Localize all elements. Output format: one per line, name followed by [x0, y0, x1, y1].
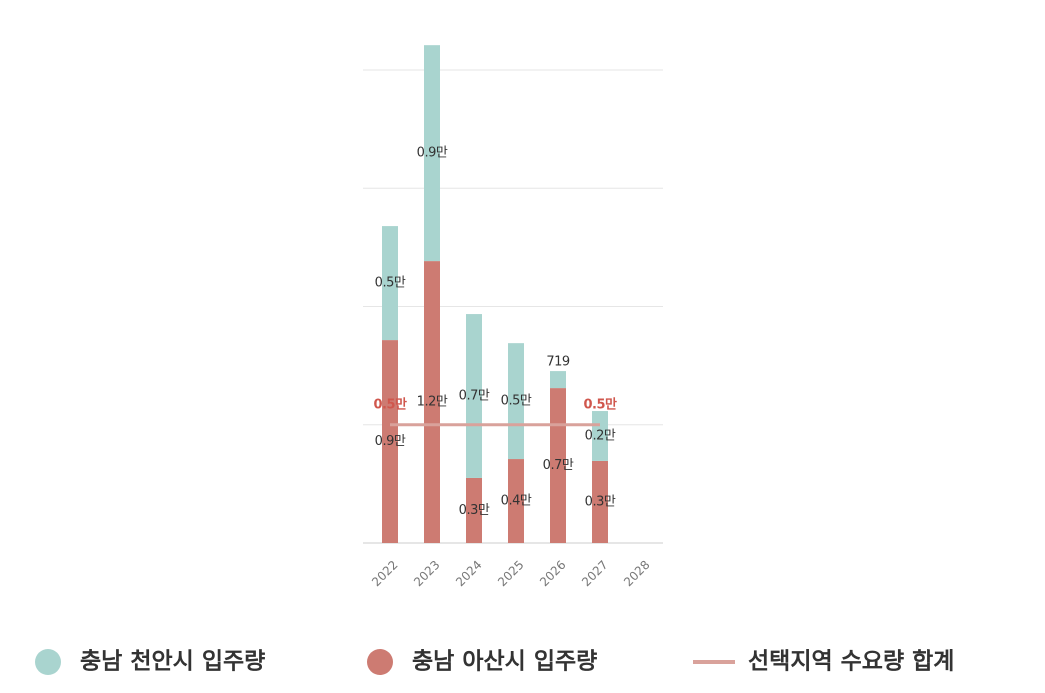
- data-label: 0.3만: [459, 503, 490, 518]
- x-tick-label: 2028: [621, 558, 652, 589]
- line-label: 0.5만: [374, 396, 408, 412]
- bar-segment: [592, 460, 608, 543]
- legend-label: 충남 천안시 입주량: [80, 649, 265, 675]
- bar-segment: [550, 388, 566, 543]
- legend-swatch: [35, 649, 61, 675]
- x-tick-label: 2022: [369, 558, 400, 589]
- data-label: 0.7만: [459, 389, 490, 404]
- data-label: 0.3만: [585, 494, 616, 509]
- data-label: 0.5만: [375, 276, 406, 291]
- data-label: 0.5만: [501, 394, 532, 409]
- bar-segment: [508, 459, 524, 543]
- data-label: 0.2만: [585, 428, 616, 443]
- bar-segment: [382, 340, 398, 543]
- x-tick-label: 2026: [537, 558, 568, 589]
- x-tick-label: 2027: [579, 558, 610, 589]
- bar-segment: [550, 371, 566, 389]
- x-tick-label: 2023: [411, 558, 442, 589]
- data-label: 0.9만: [417, 146, 448, 161]
- bar-segment: [466, 477, 482, 543]
- legend-label: 선택지역 수요량 합계: [748, 649, 954, 675]
- line-label: 0.5만: [584, 396, 618, 412]
- legend-label: 충남 아산시 입주량: [412, 649, 597, 675]
- x-tick-label: 2024: [453, 558, 484, 589]
- data-label: 0.4만: [501, 494, 532, 509]
- data-label: 0.9만: [375, 434, 406, 449]
- bar-segment: [424, 45, 440, 262]
- x-tick-label: 2025: [495, 558, 526, 589]
- bar-segment: [424, 261, 440, 543]
- data-label: 719: [546, 355, 570, 370]
- data-label: 1.2만: [417, 395, 448, 410]
- data-label: 0.7만: [543, 458, 574, 473]
- bar-segment: [382, 226, 398, 341]
- legend-swatch: [367, 649, 393, 675]
- bar-segment: [466, 314, 482, 478]
- bar-segment: [508, 343, 524, 460]
